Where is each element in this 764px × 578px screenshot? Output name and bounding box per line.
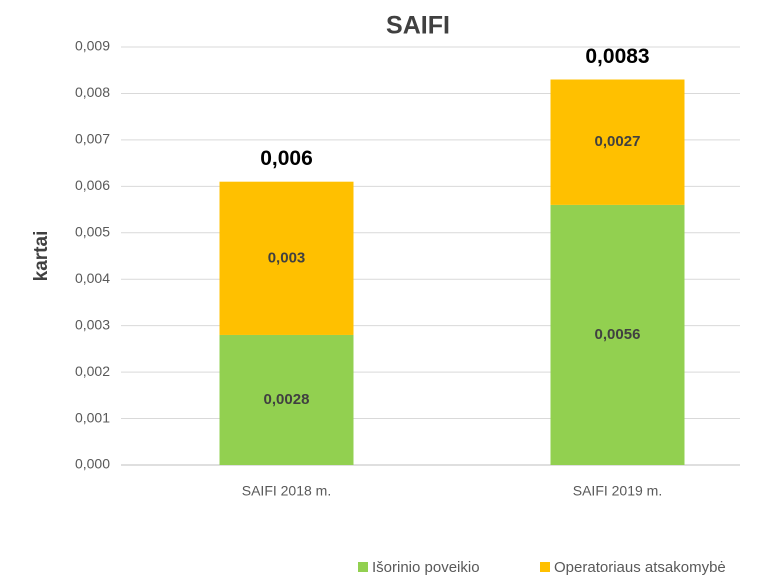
total-label: 0,006 — [260, 147, 313, 170]
x-tick-label: SAIFI 2018 m. — [242, 483, 331, 499]
bar-segment — [219, 334, 354, 465]
legend-label: Išorinio poveikio — [372, 559, 480, 576]
total-label: 0,0083 — [585, 45, 649, 68]
y-tick-label: 0,008 — [75, 84, 110, 100]
y-axis-label: kartai — [31, 231, 52, 282]
legend-label: Operatoriaus atsakomybė — [554, 559, 726, 576]
bar-segment — [550, 204, 685, 465]
legend-swatch — [540, 562, 550, 572]
y-tick-label: 0,009 — [75, 38, 110, 54]
y-tick-label: 0,004 — [75, 270, 110, 286]
x-tick-label: SAIFI 2019 m. — [573, 483, 662, 499]
chart-title: SAIFI — [386, 12, 450, 40]
y-tick-label: 0,000 — [75, 456, 110, 472]
y-tick-label: 0,007 — [75, 131, 110, 147]
value-label: 0,0056 — [595, 326, 641, 343]
y-tick-label: 0,005 — [75, 223, 110, 239]
bar-segment — [219, 181, 354, 335]
value-label: 0,003 — [268, 249, 306, 266]
bar-segment — [550, 79, 685, 205]
value-label: 0,0027 — [595, 133, 641, 150]
y-tick-label: 0,003 — [75, 316, 110, 332]
y-tick-label: 0,002 — [75, 363, 110, 379]
legend-swatch — [358, 562, 368, 572]
y-tick-label: 0,006 — [75, 177, 110, 193]
y-tick-label: 0,001 — [75, 409, 110, 425]
value-label: 0,0028 — [264, 391, 310, 408]
